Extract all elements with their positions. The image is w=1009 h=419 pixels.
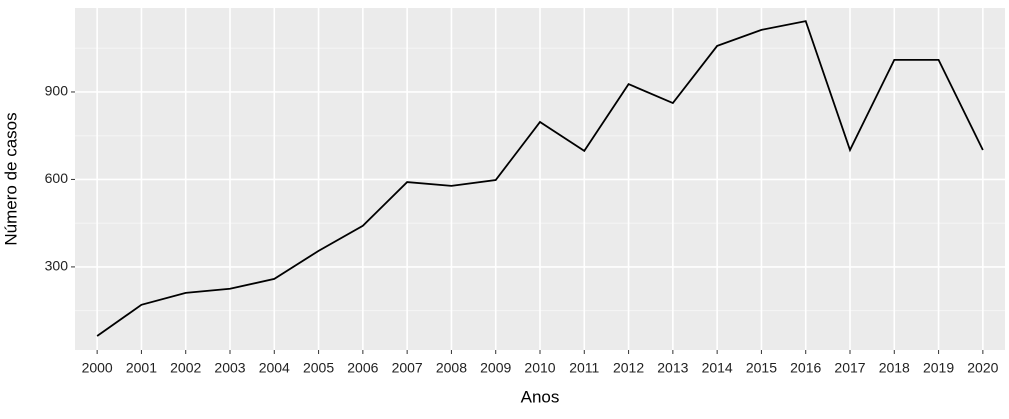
x-axis-title: Anos (521, 387, 560, 406)
x-tick-label: 2011 (569, 360, 599, 376)
x-tick-label: 2008 (436, 360, 467, 376)
y-tick-label: 600 (45, 170, 69, 186)
x-tick-label: 2013 (657, 360, 688, 376)
x-tick-label: 2015 (746, 360, 777, 376)
y-axis-title: Número de casos (1, 112, 20, 245)
x-tick-label: 2005 (303, 360, 334, 376)
y-tick-label: 300 (45, 258, 69, 274)
x-tick-label: 2019 (923, 360, 954, 376)
data-line (96, 20, 984, 337)
y-tick-label: 900 (45, 83, 69, 99)
x-tick-label: 2001 (126, 360, 157, 376)
x-tick-label: 2017 (834, 360, 865, 376)
x-tick-label: 2009 (480, 360, 511, 376)
x-tick-label: 2003 (214, 360, 245, 376)
x-tick-label: 2010 (524, 360, 555, 376)
x-tick-label: 2012 (613, 360, 644, 376)
x-tick-label: 2014 (702, 360, 733, 376)
x-tick-label: 2002 (170, 360, 201, 376)
x-tick-label: 2018 (879, 360, 910, 376)
x-tick-label: 2016 (790, 360, 821, 376)
x-tick-label: 2020 (967, 360, 998, 376)
x-tick-label: 2006 (347, 360, 378, 376)
grid (75, 8, 1005, 350)
x-tick-label: 2000 (82, 360, 113, 376)
x-tick-label: 2007 (392, 360, 423, 376)
x-tick-label: 2004 (259, 360, 290, 376)
